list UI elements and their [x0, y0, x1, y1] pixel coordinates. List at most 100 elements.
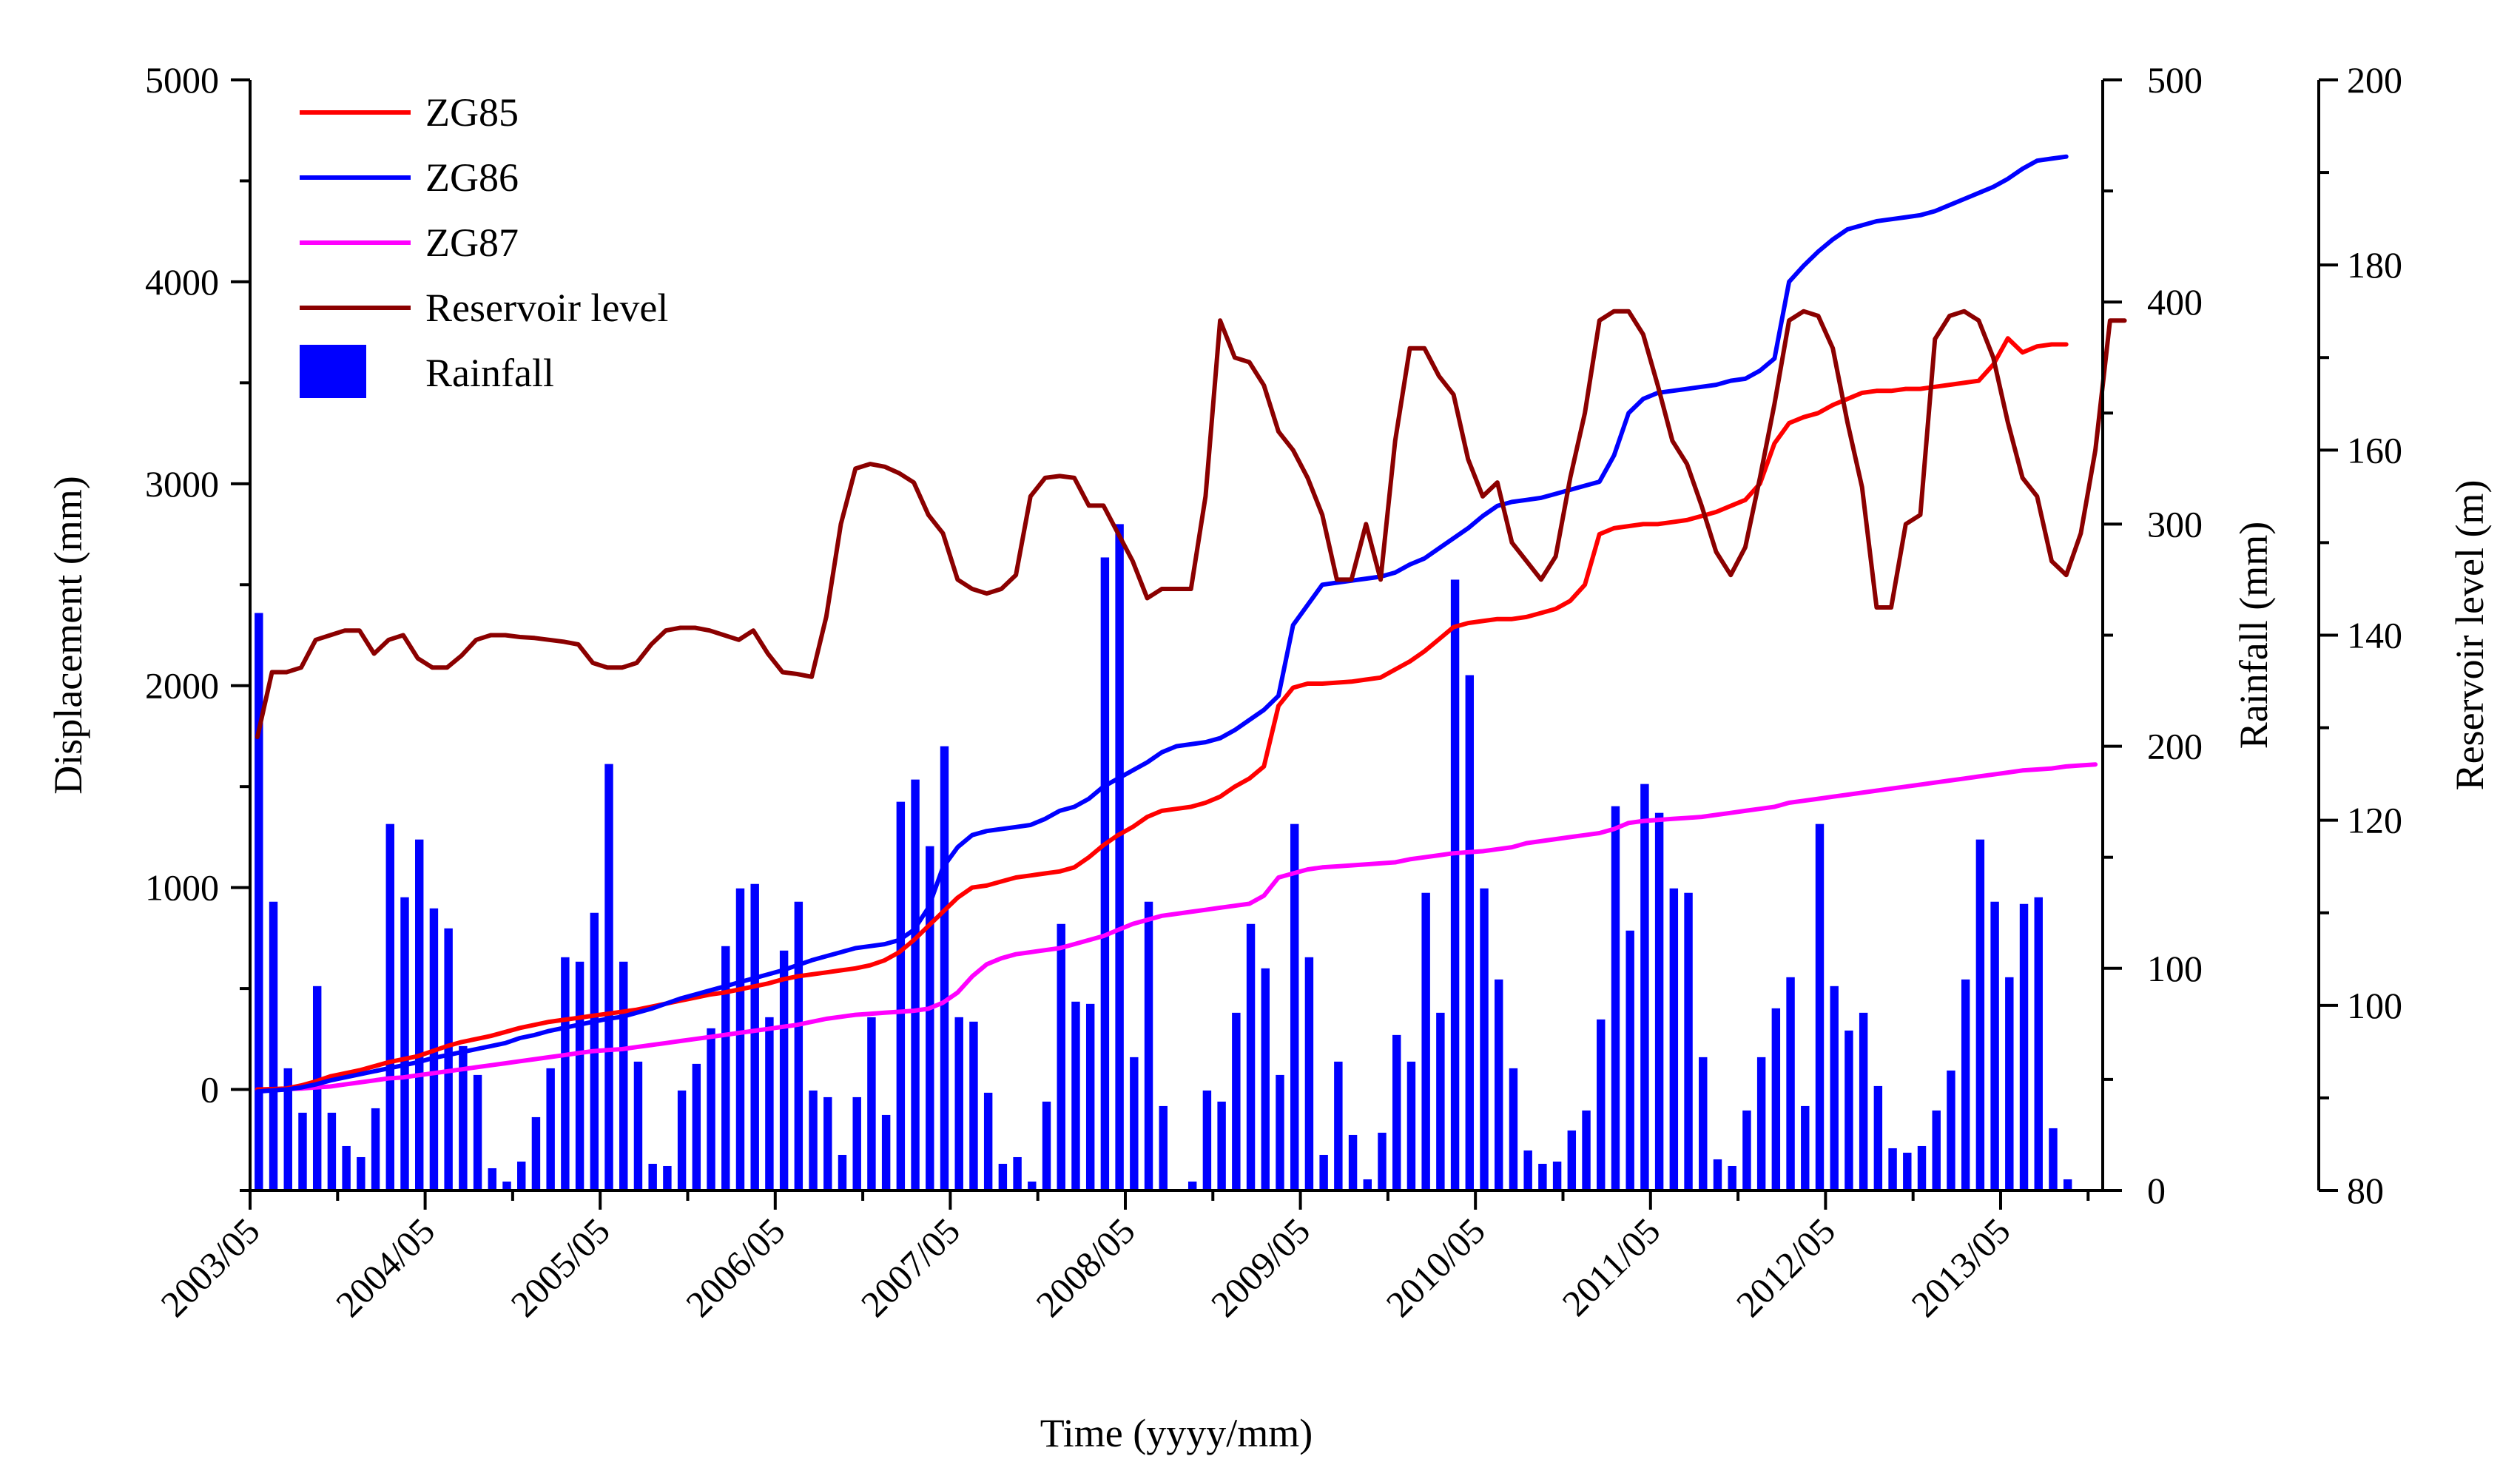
rainfall-bar — [926, 846, 934, 1190]
rainfall-bar — [1786, 977, 1795, 1190]
rainfall-bar — [1465, 675, 1475, 1190]
y-tick-label-rainfall: 200 — [2147, 726, 2203, 767]
rainfall-bar — [604, 764, 613, 1190]
rainfall-bar — [502, 1181, 511, 1190]
rainfall-bar — [371, 1108, 380, 1190]
rainfall-bar — [1669, 888, 1679, 1190]
y-axis-title-rainfall: Rainfall (mm) — [2231, 522, 2276, 749]
rainfall-bar — [1057, 923, 1065, 1190]
rainfall-bar — [1975, 839, 1985, 1190]
rainfall-bar — [2019, 903, 2029, 1190]
rainfall-bar — [1597, 1019, 1606, 1190]
x-tick-label: 2004/05 — [328, 1210, 442, 1324]
rainfall-bar — [1042, 1101, 1051, 1190]
zg85-line — [255, 336, 2069, 1092]
x-tick-label: 2003/05 — [152, 1210, 267, 1324]
rainfall-bar — [998, 1163, 1008, 1190]
rainfall-bar — [531, 1116, 541, 1190]
rainfall-bar — [750, 883, 759, 1190]
rainfall-bar — [1684, 892, 1693, 1190]
y-tick-label-displacement: 1000 — [145, 867, 219, 909]
rainfall-bar — [1378, 1132, 1387, 1190]
legend-label: ZG85 — [425, 90, 519, 135]
rainfall-bar — [940, 746, 949, 1190]
rainfall-bar — [1509, 1068, 1518, 1190]
rainfall-bar — [867, 1017, 876, 1190]
y-tick-label-reservoir: 80 — [2347, 1170, 2384, 1211]
rainfall-bar — [1450, 579, 1460, 1190]
rainfall-bar — [1480, 888, 1489, 1190]
y-tick-label-rainfall: 300 — [2147, 503, 2203, 545]
rainfall-bar — [1844, 1030, 1853, 1190]
rainfall-bar — [1187, 1181, 1197, 1190]
rainfall-bars — [255, 524, 2072, 1190]
y-tick-label-reservoir: 100 — [2347, 985, 2402, 1026]
rainfall-bar — [2005, 977, 2014, 1190]
rainfall-bar — [2063, 1179, 2072, 1190]
x-tick-label: 2013/05 — [1903, 1210, 2018, 1324]
rainfall-bar — [1115, 524, 1124, 1190]
y-tick-label-reservoir: 180 — [2347, 244, 2402, 286]
y-tick-label-rainfall: 0 — [2147, 1170, 2166, 1211]
x-tick-label: 2008/05 — [1028, 1210, 1142, 1324]
rainfall-bar — [1421, 892, 1430, 1190]
rainfall-bar — [1932, 1110, 1941, 1190]
rainfall-bar — [1728, 1165, 1736, 1190]
rainfall-bar — [911, 779, 920, 1190]
y-tick-label-rainfall: 500 — [2147, 59, 2203, 101]
x-tick-label: 2006/05 — [678, 1210, 792, 1324]
rainfall-bar — [852, 1096, 861, 1190]
y-tick-label-displacement: 0 — [201, 1069, 219, 1111]
rainfall-bar — [1304, 957, 1314, 1190]
rainfall-bar — [1392, 1034, 1401, 1190]
x-tick-label: 2009/05 — [1203, 1210, 1318, 1324]
y-tick-label-reservoir: 200 — [2347, 59, 2402, 101]
legend-label: ZG87 — [425, 220, 519, 265]
rainfall-bar — [1406, 1061, 1416, 1190]
y-tick-label-displacement: 5000 — [145, 59, 219, 101]
rainfall-bar — [357, 1156, 365, 1190]
y-tick-label-reservoir: 140 — [2347, 615, 2402, 656]
x-axis-title: Time (yyyy/mm) — [1040, 1411, 1313, 1455]
rainfall-bar — [1363, 1179, 1372, 1190]
rainfall-bar — [1144, 901, 1153, 1190]
rainfall-bar — [779, 950, 789, 1190]
rainfall-bar — [1028, 1181, 1037, 1190]
legend: ZG85 ZG86 ZG87 Reservoir level Rainfall — [300, 90, 668, 398]
reservoir-level-line — [255, 309, 2127, 740]
rainfall-bar — [575, 961, 584, 1190]
rainfall-bar — [707, 1028, 715, 1190]
rainfall-bar — [1538, 1163, 1547, 1190]
rainfall-bar — [648, 1163, 657, 1190]
rainfall-bar — [823, 1096, 832, 1190]
rainfall-bar — [1071, 1001, 1080, 1190]
x-tick-label: 2005/05 — [502, 1210, 617, 1324]
rainfall-bar — [385, 823, 394, 1190]
rainfall-bar — [1348, 1134, 1358, 1190]
y-tick-label-rainfall: 100 — [2147, 948, 2203, 989]
rainfall-bar — [721, 946, 730, 1190]
rainfall-bar — [1801, 1105, 1810, 1190]
rainfall-bar — [1582, 1110, 1591, 1190]
rainfall-bar — [1319, 1154, 1328, 1190]
x-tick-label: 2007/05 — [853, 1210, 968, 1324]
rainfall-bar — [1495, 979, 1503, 1190]
zg86-line — [255, 154, 2069, 1094]
y-tick-label-reservoir: 120 — [2347, 800, 2402, 841]
rainfall-bar — [735, 888, 745, 1190]
rainfall-bar — [1990, 901, 1999, 1190]
rainfall-bar — [1261, 968, 1270, 1190]
rainfall-bar — [765, 1017, 774, 1190]
rainfall-bar — [983, 1092, 993, 1190]
rainfall-bar — [1290, 823, 1299, 1190]
rainfall-bar — [1815, 823, 1825, 1190]
axis-titles: Time (yyyy/mm) Displacement (mm) Rainfall … — [46, 476, 2492, 1455]
rainfall-bar — [794, 901, 803, 1190]
rainfall-bar — [400, 897, 409, 1190]
legend-label: ZG86 — [425, 155, 519, 200]
rainfall-bar — [298, 1112, 307, 1190]
rainfall-bar — [1873, 1085, 1883, 1190]
rainfall-bar — [1159, 1105, 1168, 1190]
rainfall-bar — [1611, 806, 1620, 1190]
rainfall-bar — [1903, 1152, 1912, 1190]
